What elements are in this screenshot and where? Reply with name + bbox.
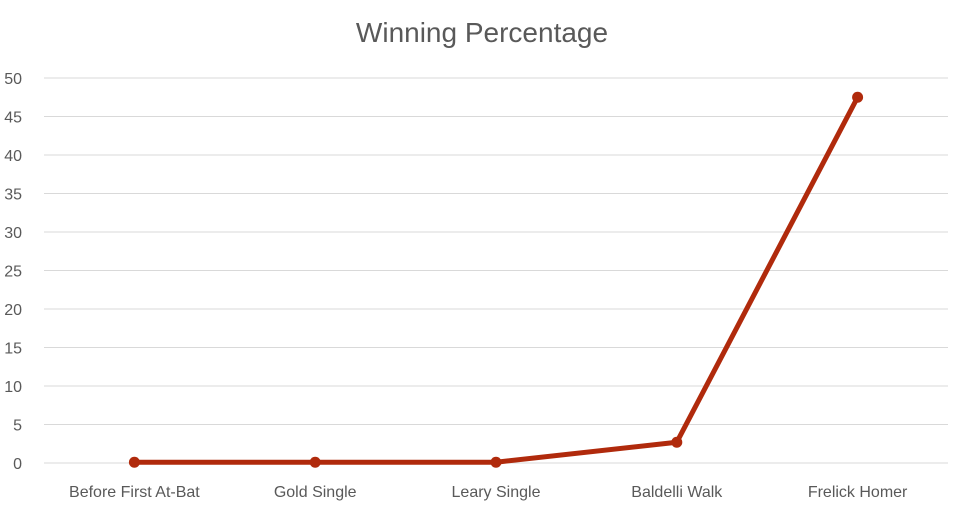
series-line: [131, 94, 861, 465]
x-axis-ticks: Before First At-Bat Gold Single Leary Sing…: [69, 484, 908, 501]
y-tick-label: 20: [4, 302, 22, 319]
data-point: [490, 456, 502, 468]
x-tick-label: Baldelli Walk: [631, 484, 723, 501]
data-point: [852, 91, 864, 103]
x-tick-label: Frelick Homer: [808, 484, 908, 501]
y-tick-label: 40: [4, 148, 22, 165]
y-tick-label: 50: [4, 71, 22, 88]
y-tick-label: 35: [4, 187, 22, 204]
y-tick-label: 25: [4, 264, 22, 281]
y-tick-label: 5: [13, 418, 22, 435]
y-tick-label: 15: [4, 341, 22, 358]
gridlines: [44, 77, 948, 464]
chart-title: Winning Percentage: [356, 17, 608, 48]
data-point: [671, 436, 683, 448]
y-tick-label: 30: [4, 225, 22, 242]
data-point: [128, 456, 140, 468]
x-tick-label: Before First At-Bat: [69, 484, 200, 501]
y-tick-label: 0: [13, 456, 22, 473]
data-point: [309, 456, 321, 468]
y-tick-label: 45: [4, 110, 22, 127]
x-tick-label: Gold Single: [274, 484, 357, 501]
y-tick-label: 10: [4, 379, 22, 396]
series-layer: [128, 91, 864, 468]
x-tick-label: Leary Single: [452, 484, 541, 501]
y-axis-ticks: 0 5 10 15 20 25 30 35 40 45 50: [4, 71, 22, 473]
